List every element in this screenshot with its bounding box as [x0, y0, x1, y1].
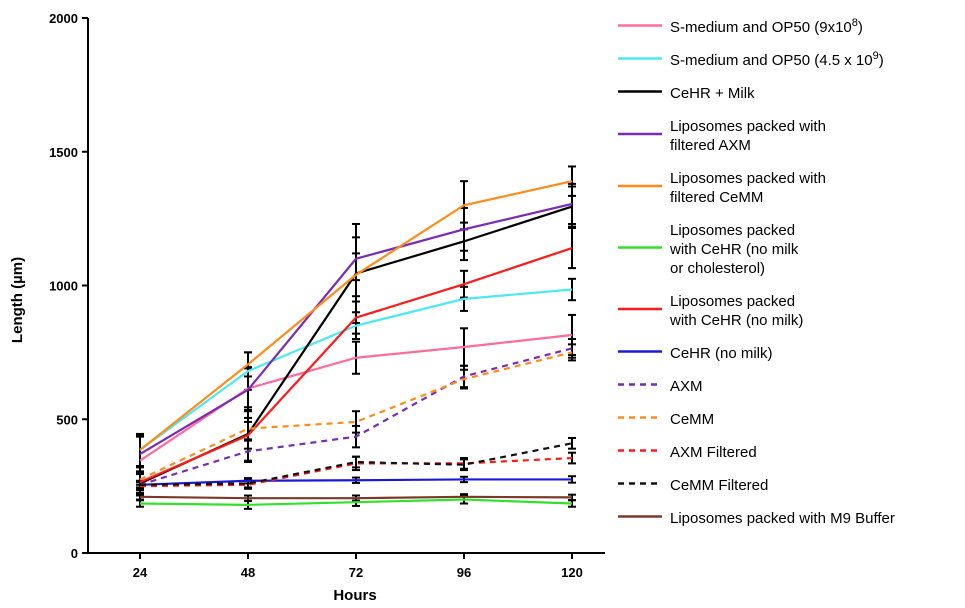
legend-item: Liposomes packed with filtered CeMM	[618, 170, 826, 206]
legend-item: S-medium and OP50 (4.5 x 109)	[618, 50, 884, 69]
legend-label: filtered CeMM	[670, 189, 763, 206]
x-axis-title: Hours	[333, 587, 376, 604]
chart-axes: 0 500 1000 1500 2000 24 48 72 96 120	[49, 11, 605, 580]
y-tick-label: 2000	[49, 11, 78, 26]
legend-label: CeMM Filtered	[670, 477, 768, 494]
legend-item: Liposomes packed with M9 Buffer	[618, 510, 895, 527]
series-3-line	[139, 202, 573, 455]
series-12-line	[139, 495, 573, 500]
legend-superscript: 8	[852, 17, 858, 29]
legend-label: CeHR + Milk	[670, 85, 755, 102]
legend-label: AXM	[670, 378, 703, 395]
series-11-error-bars	[136, 436, 576, 490]
series-7-line	[139, 478, 572, 486]
legend-label: filtered AXM	[670, 137, 751, 154]
legend-label: with CeHR (no milk	[669, 241, 799, 258]
series-1-line	[139, 288, 573, 451]
legend-item: S-medium and OP50 (9x108)	[618, 17, 863, 36]
legend-label: S-medium and OP50 (4.5 x 109)	[670, 50, 884, 69]
legend-label: Liposomes packed with M9 Buffer	[670, 510, 895, 527]
legend-item: CeMM Filtered	[618, 477, 768, 494]
legend-item: AXM	[618, 378, 703, 395]
legend: S-medium and OP50 (9x108) S-medium and OP…	[618, 17, 895, 527]
legend-label: AXM Filtered	[670, 444, 757, 461]
series-9-line	[139, 351, 573, 481]
legend-superscript: 9	[873, 50, 879, 62]
legend-label: Liposomes packed with	[670, 118, 826, 135]
legend-label: CeHR (no milk)	[670, 345, 773, 362]
series-5-line	[139, 498, 573, 506]
series-0-line	[139, 333, 573, 462]
x-tick-label: 24	[133, 565, 148, 580]
legend-item: Liposomes packed with filtered AXM	[618, 118, 826, 154]
x-tick-label: 96	[457, 565, 471, 580]
legend-item: CeHR (no milk)	[618, 345, 773, 362]
y-tick-label: 1000	[49, 279, 78, 294]
legend-item: Liposomes packed with CeHR (no milk or cho…	[618, 222, 799, 277]
legend-label: CeMM	[670, 411, 714, 428]
legend-label: or cholesterol)	[670, 260, 765, 277]
legend-label: Liposomes packed	[670, 293, 795, 310]
legend-item: Liposomes packed with CeHR (no milk)	[618, 293, 803, 329]
y-tick-label: 1500	[49, 145, 78, 160]
legend-item: CeMM	[618, 411, 714, 428]
x-tick-label: 48	[241, 565, 255, 580]
series-8-line	[139, 347, 573, 486]
legend-label: Liposomes packed	[670, 222, 795, 239]
y-axis-title: Length (µm)	[9, 257, 26, 343]
y-tick-label: 0	[71, 546, 78, 561]
series-lines	[139, 180, 573, 506]
series-4-line	[139, 180, 573, 451]
series-6-line	[139, 247, 573, 484]
legend-item: AXM Filtered	[618, 444, 757, 461]
legend-label: Liposomes packed with	[670, 170, 826, 187]
legend-label: S-medium and OP50 (9x108)	[670, 17, 863, 36]
legend-tail: )	[879, 52, 884, 69]
legend-item: CeHR + Milk	[618, 85, 755, 102]
y-tick-label: 500	[56, 412, 78, 427]
x-tick-label: 72	[349, 565, 363, 580]
legend-label: with CeHR (no milk)	[669, 312, 803, 329]
legend-tail: )	[858, 19, 863, 36]
x-tick-label: 120	[561, 565, 583, 580]
